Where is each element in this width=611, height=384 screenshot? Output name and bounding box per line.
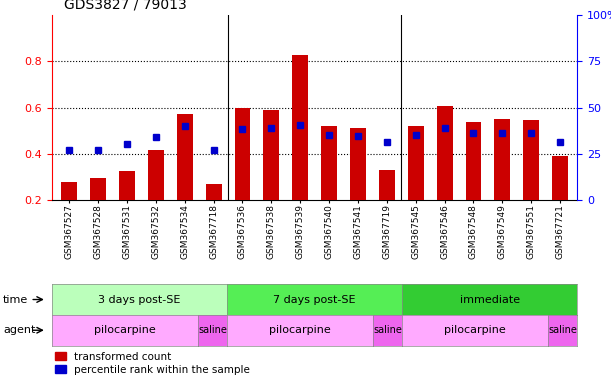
Bar [494, 119, 510, 200]
Bar [437, 106, 453, 200]
Text: 7 days post-SE: 7 days post-SE [273, 295, 356, 305]
Bar [321, 126, 337, 200]
Bar [552, 156, 568, 200]
Text: saline: saline [548, 325, 577, 335]
Text: pilocarpine: pilocarpine [94, 325, 156, 335]
Bar [350, 128, 366, 200]
Bar [235, 108, 251, 200]
Text: GDS3827 / 79013: GDS3827 / 79013 [64, 0, 187, 12]
Bar [148, 150, 164, 200]
Bar [263, 110, 279, 200]
Bar [292, 55, 308, 200]
Bar [119, 171, 135, 200]
Bar [408, 126, 423, 200]
Bar [523, 120, 539, 200]
Text: 3 days post-SE: 3 days post-SE [98, 295, 181, 305]
Legend: transformed count, percentile rank within the sample: transformed count, percentile rank withi… [51, 348, 254, 379]
Bar [177, 114, 192, 200]
Bar [466, 122, 481, 200]
Bar [206, 184, 222, 200]
Bar [61, 182, 77, 200]
Text: agent: agent [3, 325, 35, 335]
Text: saline: saline [198, 325, 227, 335]
Text: saline: saline [373, 325, 402, 335]
Bar [379, 170, 395, 200]
Bar [90, 178, 106, 200]
Text: time: time [3, 295, 28, 305]
Text: pilocarpine: pilocarpine [444, 325, 506, 335]
Text: pilocarpine: pilocarpine [269, 325, 331, 335]
Text: immediate: immediate [459, 295, 520, 305]
